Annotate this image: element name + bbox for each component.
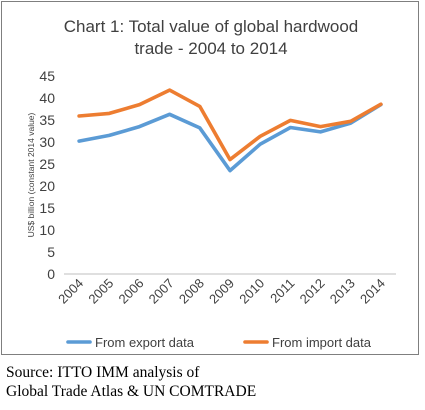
y-tick-label: 45 (39, 68, 55, 84)
series-group (77, 88, 383, 173)
y-tick-label: 20 (39, 178, 55, 194)
x-tick-label: 2014 (357, 276, 388, 307)
legend-label: From import data (272, 335, 372, 350)
y-tick-label: 0 (47, 266, 55, 282)
y-tick-label: 30 (39, 134, 55, 150)
x-tick-label: 2005 (85, 276, 116, 307)
legend-label: From export data (95, 335, 195, 350)
y-axis: 0 5 10 15 20 25 30 35 40 45 (39, 68, 55, 282)
source-line-1: Source: ITTO IMM analysis of (6, 364, 200, 381)
x-tick-label: 2007 (146, 276, 177, 307)
x-tick-label: 2011 (267, 276, 297, 306)
x-tick-label: 2013 (327, 276, 358, 307)
series-line-import (77, 88, 383, 162)
y-tick-label: 40 (39, 90, 55, 106)
y-tick-label: 5 (47, 244, 55, 260)
x-tick-label: 2012 (297, 276, 328, 307)
source-note: Source: ITTO IMM analysis of Global Trad… (6, 363, 256, 401)
legend: From export data From import data (66, 335, 372, 350)
x-tick-label: 2004 (55, 276, 86, 307)
x-axis: 2004 2005 2006 2007 2008 2009 2010 2011 2012 2013… (55, 276, 388, 307)
source-line-2: Global Trade Atlas & UN COMTRADE (6, 383, 257, 400)
x-tick-label: 2010 (236, 276, 267, 307)
line-chart: US$ billion (constant 2014 value) 0 5 10 15… (26, 68, 396, 350)
y-tick-label: 15 (39, 200, 55, 216)
chart-title: Chart 1: Total value of global hardwood … (2, 16, 420, 60)
y-tick-label: 35 (39, 112, 55, 128)
x-tick-label: 2009 (206, 276, 237, 307)
y-tick-label: 25 (39, 156, 55, 172)
chart-title-line-1: Chart 1: Total value of global hardwood (63, 17, 359, 36)
y-tick-label: 10 (39, 222, 55, 238)
x-tick-label: 2008 (176, 276, 207, 307)
x-tick-label: 2006 (116, 276, 147, 307)
chart-frame: Chart 1: Total value of global hardwood … (1, 1, 419, 355)
chart-title-line-2: trade - 2004 to 2014 (134, 39, 288, 58)
y-axis-label: US$ billion (constant 2014 value) (26, 112, 36, 237)
series-line-export (77, 102, 383, 173)
